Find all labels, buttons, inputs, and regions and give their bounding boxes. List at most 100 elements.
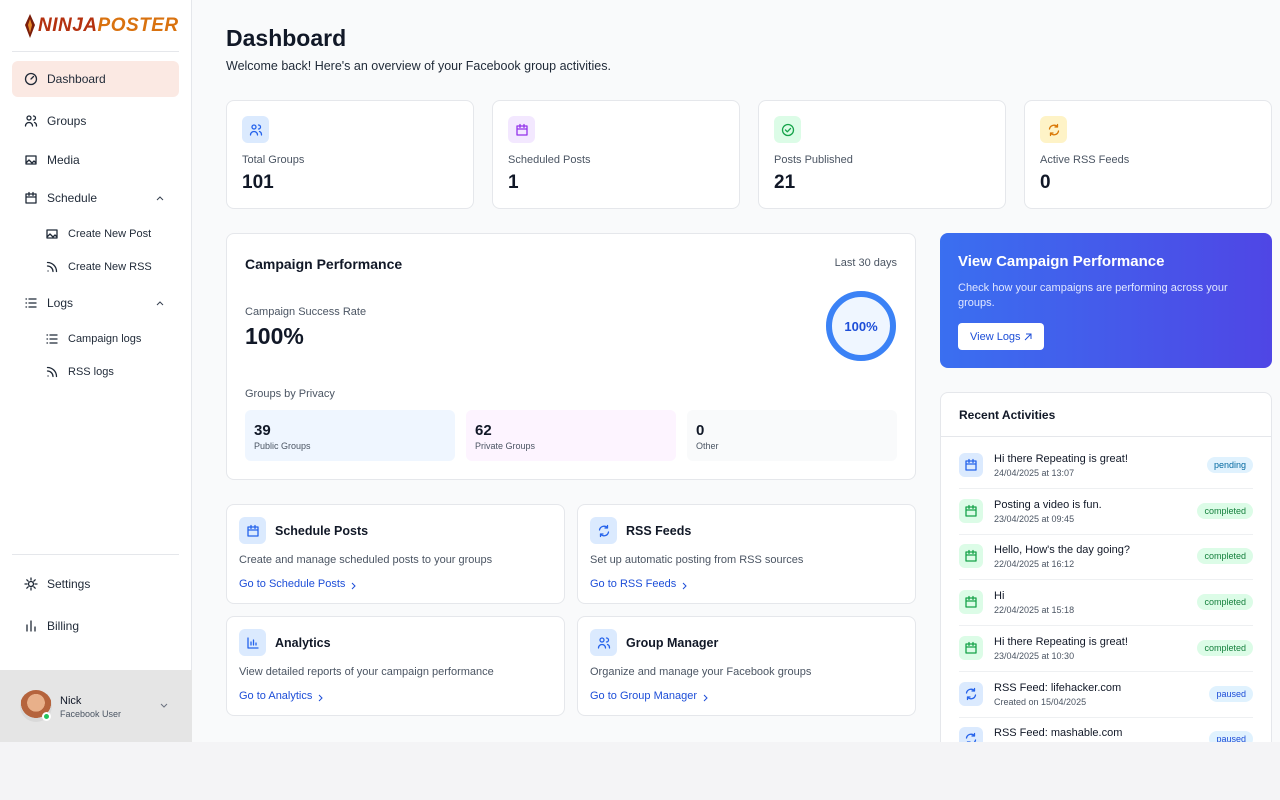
icon bbox=[598, 524, 609, 537]
promo-card: View Campaign Performance Check how your… bbox=[940, 233, 1272, 368]
privacy-label: Public Groups bbox=[254, 441, 311, 451]
nav-label: RSS logs bbox=[68, 366, 114, 378]
sidebar: NINJA POSTER Dashboard Groups Media Schedule… bbox=[0, 0, 192, 742]
icon bbox=[965, 687, 977, 700]
link-title: Analytics bbox=[275, 636, 331, 650]
activity-date: 22/04/2025 at 15:18 bbox=[994, 605, 1075, 616]
link-card: Group Manager Organize and manage your Fa… bbox=[577, 616, 916, 716]
link[interactable]: Go to Analytics bbox=[239, 690, 313, 702]
view-logs-button[interactable]: View Logs bbox=[958, 323, 1044, 350]
divider bbox=[959, 579, 1253, 581]
nav-item[interactable]: Create New Post bbox=[12, 216, 179, 252]
promo-text: Check how your campaigns are performing … bbox=[958, 282, 1228, 309]
logo[interactable]: NINJA POSTER bbox=[22, 12, 179, 40]
link-text: Set up automatic posting from RSS source… bbox=[590, 554, 804, 566]
icon bbox=[46, 366, 58, 378]
link[interactable]: Go to Group Manager bbox=[590, 690, 698, 702]
nav-label: Media bbox=[47, 153, 80, 167]
user-name: Nick bbox=[60, 695, 82, 707]
chevron bbox=[156, 301, 164, 306]
recent-card: Recent Activities Hi there Repeating is … bbox=[940, 392, 1272, 742]
link-icon bbox=[590, 629, 617, 656]
link-title: Group Manager bbox=[626, 636, 719, 650]
link-icon bbox=[590, 517, 617, 544]
online-dot bbox=[42, 712, 51, 721]
status-badge: completed bbox=[1197, 594, 1253, 611]
icon bbox=[46, 261, 58, 273]
icon bbox=[25, 298, 37, 308]
nav-item[interactable]: Campaign logs bbox=[12, 321, 179, 357]
nav-label: Settings bbox=[47, 577, 91, 591]
link[interactable]: Go to RSS Feeds bbox=[590, 578, 677, 590]
period: Last 30 days bbox=[834, 257, 897, 269]
divider bbox=[959, 625, 1253, 627]
status-badge: completed bbox=[1197, 548, 1253, 565]
icon bbox=[1048, 123, 1059, 136]
nav-item[interactable]: Schedule bbox=[12, 180, 179, 216]
icon bbox=[46, 229, 58, 239]
nav-item[interactable]: Logs bbox=[12, 285, 179, 321]
icon bbox=[24, 72, 38, 86]
link-card: RSS Feeds Set up automatic posting from R… bbox=[577, 504, 916, 604]
stat-icon bbox=[774, 116, 801, 143]
stat-label: Posts Published bbox=[774, 154, 853, 166]
stat-card: Scheduled Posts 1 bbox=[492, 100, 740, 209]
icon bbox=[965, 641, 977, 654]
arrow bbox=[1024, 333, 1032, 340]
status-badge: paused bbox=[1209, 731, 1253, 742]
privacy-title: Groups by Privacy bbox=[245, 388, 335, 400]
nav-item[interactable]: Groups bbox=[12, 103, 179, 139]
nav-item[interactable]: Settings bbox=[12, 566, 179, 602]
nav-item[interactable]: Create New RSS bbox=[12, 249, 179, 285]
activity-title: RSS Feed: mashable.com bbox=[994, 727, 1123, 740]
chevron bbox=[160, 703, 168, 708]
privacy-box: 62 Private Groups bbox=[466, 410, 676, 461]
nav-label: Logs bbox=[47, 296, 74, 310]
stat-label: Active RSS Feeds bbox=[1040, 154, 1130, 166]
recent-title: Recent Activities bbox=[959, 408, 1056, 422]
activity-title: Hi there Repeating is great! bbox=[994, 635, 1128, 648]
icon bbox=[965, 458, 977, 471]
divider bbox=[12, 51, 179, 52]
icon bbox=[965, 504, 977, 517]
rate-value: 100% bbox=[245, 323, 304, 349]
icon bbox=[25, 155, 37, 165]
link-text: Create and manage scheduled posts to you… bbox=[239, 554, 493, 566]
icon bbox=[597, 636, 610, 649]
nav-item[interactable]: Media bbox=[12, 142, 179, 178]
nav-item[interactable]: Dashboard bbox=[12, 61, 179, 97]
divider bbox=[959, 533, 1253, 535]
nav-item[interactable]: RSS logs bbox=[12, 354, 179, 390]
activity-date: 22/04/2025 at 16:12 bbox=[994, 559, 1075, 570]
stat-value: 0 bbox=[1040, 172, 1051, 193]
divider bbox=[959, 488, 1253, 489]
stat-card: Total Groups 101 bbox=[226, 100, 474, 209]
activity-title: Hello, How's the day going? bbox=[994, 544, 1131, 557]
stat-value: 101 bbox=[242, 172, 274, 193]
privacy-box: 39 Public Groups bbox=[245, 410, 455, 461]
nav-label: Schedule bbox=[47, 191, 98, 205]
icon bbox=[965, 733, 977, 742]
rate-ring: 100% bbox=[826, 291, 896, 361]
stat-card: Active RSS Feeds 0 bbox=[1024, 100, 1272, 209]
activity-icon bbox=[959, 727, 983, 742]
page-subtitle: Welcome back! Here's an overview of your… bbox=[226, 59, 611, 73]
status-badge: completed bbox=[1197, 639, 1253, 656]
link[interactable]: Go to Schedule Posts bbox=[239, 578, 346, 590]
logo-icon bbox=[25, 14, 35, 38]
stat-value: 21 bbox=[774, 172, 796, 193]
link-icon bbox=[239, 517, 266, 544]
user-menu[interactable]: Nick Facebook User bbox=[0, 670, 192, 742]
stat-icon bbox=[1040, 116, 1067, 143]
nav-label: Groups bbox=[47, 114, 87, 128]
nav-item[interactable]: Billing bbox=[12, 608, 179, 644]
app: NINJA POSTER Dashboard Groups Media Schedule… bbox=[0, 0, 1272, 742]
stat-label: Total Groups bbox=[242, 154, 305, 166]
activity-icon bbox=[959, 453, 983, 477]
link-icon bbox=[239, 629, 266, 656]
divider bbox=[959, 716, 1253, 718]
activity-title: RSS Feed: lifehacker.com bbox=[994, 681, 1122, 694]
icon bbox=[24, 577, 38, 591]
nav-label: Campaign logs bbox=[68, 333, 142, 345]
icon bbox=[781, 123, 794, 136]
